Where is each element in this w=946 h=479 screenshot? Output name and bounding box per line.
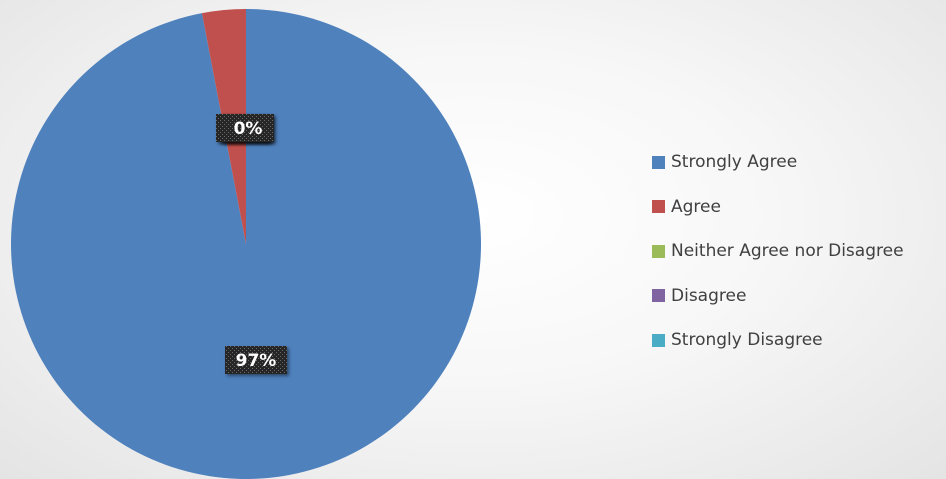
data-label-strongly-agree: 97%: [225, 346, 287, 374]
legend-swatch: [652, 244, 665, 258]
pie-slice-strongly-agree: [11, 9, 481, 479]
data-label-box: [222, 114, 274, 142]
legend-item-strongly-agree: Strongly Agree: [652, 140, 942, 185]
legend: Strongly Agree Agree Neither Agree nor Dis…: [652, 140, 942, 363]
legend-swatch: [652, 155, 665, 169]
data-label-box: [225, 346, 287, 374]
legend-swatch: [652, 200, 665, 214]
legend-label: Strongly Disagree: [671, 330, 823, 351]
legend-item-agree: Agree: [652, 185, 942, 230]
legend-item-strongly-disagree: Strongly Disagree: [652, 318, 942, 363]
legend-label: Disagree: [671, 285, 747, 306]
data-label-text: 97%: [236, 351, 277, 371]
legend-label: Strongly Agree: [671, 152, 798, 173]
legend-swatch: [652, 333, 665, 347]
legend-swatch: [652, 289, 665, 303]
legend-item-disagree: Disagree: [652, 274, 942, 319]
data-label-strongly-disagree: 0%: [222, 114, 274, 142]
data-label-text: 0%: [234, 119, 263, 139]
legend-label: Agree: [671, 196, 721, 217]
legend-item-neither-agree-nor-disagree: Neither Agree nor Disagree: [652, 229, 942, 274]
legend-label: Neither Agree nor Disagree: [671, 241, 904, 262]
